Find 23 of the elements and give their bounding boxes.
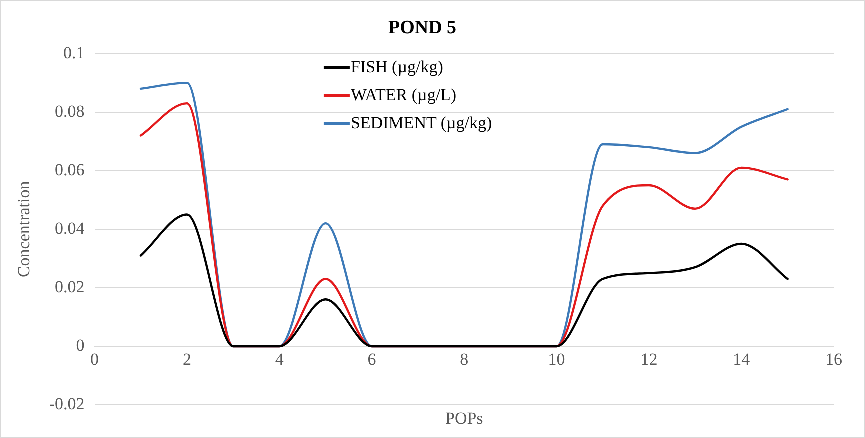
x-tick-label: 2 [182,350,192,370]
x-tick-label: 16 [826,350,842,370]
y-tick-label: 0.02 [55,277,85,296]
x-tick-label: 6 [368,350,376,370]
x-tick-label: 14 [733,350,751,370]
y-tick-label: 0.08 [55,102,85,121]
y-tick-label: 0.06 [55,160,85,180]
x-tick-label: 10 [548,350,566,370]
y-axis-title: Concentration [14,180,34,278]
x-tick-label: 0 [90,350,100,370]
legend-label: WATER (µg/L) [350,85,457,104]
legend-label: SEDIMENT (µg/kg) [350,113,492,132]
chart-title: POND 5 [388,17,457,38]
y-tick-label: 0.1 [64,43,85,62]
y-tick-label: -0.02 [49,394,85,414]
y-tick-label: 0 [76,336,85,355]
x-tick-label: 12 [640,350,658,370]
x-tick-label: 8 [460,350,469,370]
legend-label: FISH (µg/kg) [350,57,444,76]
y-tick-label: 0.04 [55,218,86,238]
x-axis-title: POPs [446,408,484,428]
x-tick-label: 4 [275,350,284,370]
line-series [140,214,789,348]
